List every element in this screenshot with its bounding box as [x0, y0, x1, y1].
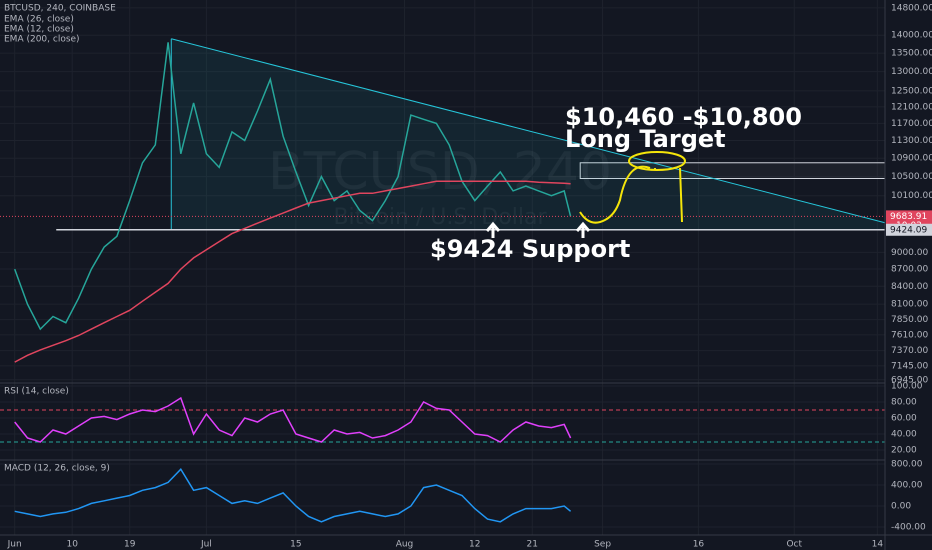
y-tick-label: 10100.00: [891, 191, 932, 201]
y-tick-label: 12500.00: [891, 86, 932, 96]
freehand-drawing: [579, 165, 651, 224]
trend-triangle: [171, 38, 886, 230]
watermark: BTCUSD, 240: [268, 142, 612, 202]
series-line: [13, 42, 572, 331]
legend-ema200: EMA (200, close): [4, 35, 80, 45]
support-price-box: [886, 223, 932, 236]
y-tick-label: 7850.00: [891, 315, 928, 325]
x-tick-label: Sep: [594, 540, 611, 550]
y-tick-label: 14000.00: [891, 31, 932, 41]
series-line: [14, 180, 571, 363]
x-tick-label: 15: [290, 540, 301, 550]
x-tick-label: Aug: [396, 540, 414, 550]
x-tick-label: Jul: [200, 540, 212, 550]
y-tick-label: 6945.00: [891, 375, 928, 385]
y-tick-label: 11300.00: [891, 136, 932, 146]
support-price-label: 9424.09: [890, 225, 927, 235]
grid: [0, 0, 885, 535]
y-tick-label: 800.00: [891, 459, 923, 469]
legend-ema26: EMA (26, close): [4, 15, 74, 25]
y-tick-label: 10500.00: [891, 172, 932, 182]
y-tick-label: 7370.00: [891, 346, 928, 356]
y-tick-label: 0.00: [891, 502, 911, 512]
y-tick-label: 8400.00: [891, 282, 928, 292]
y-tick-label: 8700.00: [891, 265, 928, 275]
plot: [0, 38, 886, 523]
y-tick-label: 400.00: [891, 481, 923, 491]
arrow: [575, 221, 591, 238]
y-tick-label: -400.00: [891, 523, 926, 533]
freehand-circle: [628, 151, 686, 171]
y-tick-label: 7610.00: [891, 330, 928, 340]
x-tick-label: 12: [469, 540, 480, 550]
x-tick-label: Oct: [786, 540, 802, 550]
target-text: $10,460 -$10,800: [565, 103, 802, 131]
x-tick-label: 14: [872, 540, 884, 550]
series-line: [14, 467, 572, 523]
y-tick-label: 11700.00: [891, 119, 932, 129]
x-tick-label: 21: [527, 540, 538, 550]
last-price-label: 9683.91: [890, 212, 927, 222]
y-tick-label: 7145.00: [891, 361, 928, 371]
x-tick-label: 10: [66, 540, 78, 550]
series-line: [14, 396, 572, 443]
y-tick-label: 80.00: [891, 398, 917, 408]
y-tick-label: 20.00: [891, 446, 917, 456]
y-tick-label: 8100.00: [891, 300, 928, 310]
freehand-drawing: [654, 167, 683, 223]
y-tick-label: 12100.00: [891, 102, 932, 112]
y-tick-label: 10900.00: [891, 154, 932, 164]
x-tick-label: Jun: [7, 540, 22, 550]
rsi-title: RSI (14, close): [4, 387, 69, 397]
target-label: Long Target: [565, 125, 726, 153]
support-text: $9424 Support: [430, 235, 630, 263]
trend-line: [171, 38, 886, 224]
y-tick-label: 100.00: [891, 382, 923, 392]
y-tick-label: 40.00: [891, 430, 917, 440]
y-tick-label: 13500.00: [891, 49, 932, 59]
macd-title: MACD (12, 26, close, 9): [4, 464, 110, 474]
y-tick-label: 13000.00: [891, 67, 932, 77]
arrow: [485, 221, 501, 238]
legend-symbol: BTCUSD, 240, COINBASE: [4, 4, 116, 14]
y-tick-label: 60.00: [891, 414, 917, 424]
x-tick-label: 16: [693, 540, 705, 550]
y-tick-label: 9000.00: [891, 248, 928, 258]
legend-ema12: EMA (12, close): [4, 25, 74, 35]
x-tick-label: 19: [124, 540, 136, 550]
y-tick-label: 14800.00: [891, 3, 932, 13]
